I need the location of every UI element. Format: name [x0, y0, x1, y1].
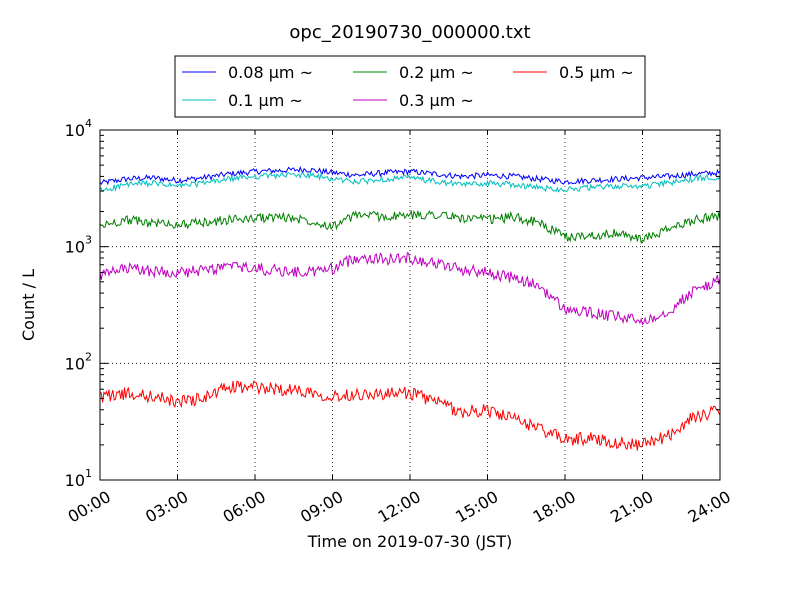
y-tick-label: 101 [65, 467, 92, 490]
legend-label: 0.2 μm ~ [399, 63, 474, 82]
legend-box [174, 55, 646, 118]
y-tick-labels: 101 102 103 104 [65, 117, 92, 490]
legend-label: 0.1 μm ~ [228, 91, 303, 110]
series-line [99, 209, 721, 245]
series-line [99, 171, 721, 193]
legend: 0.08 μm ~ 0.1 μm ~ 0.2 μm ~ 0.3 μm ~ 0.5 μm … [174, 55, 646, 118]
series-line [99, 252, 721, 326]
series-line [99, 380, 721, 451]
x-axis-label: Time on 2019-07-30 (JST) [307, 532, 512, 551]
y-tick-label: 103 [65, 234, 92, 257]
y-tick-label: 102 [65, 350, 92, 373]
legend-label: 0.5 μm ~ [559, 63, 634, 82]
legend-label: 0.3 μm ~ [399, 91, 474, 110]
y-axis-label: Count / L [19, 269, 38, 341]
y-tick-label: 104 [65, 117, 92, 140]
series-line [99, 165, 721, 186]
grid [100, 130, 720, 480]
legend-label: 0.08 μm ~ [228, 63, 313, 82]
chart-title: opc_20190730_000000.txt [289, 22, 530, 43]
series-lines [99, 165, 721, 451]
axis-ticks [99, 129, 721, 481]
